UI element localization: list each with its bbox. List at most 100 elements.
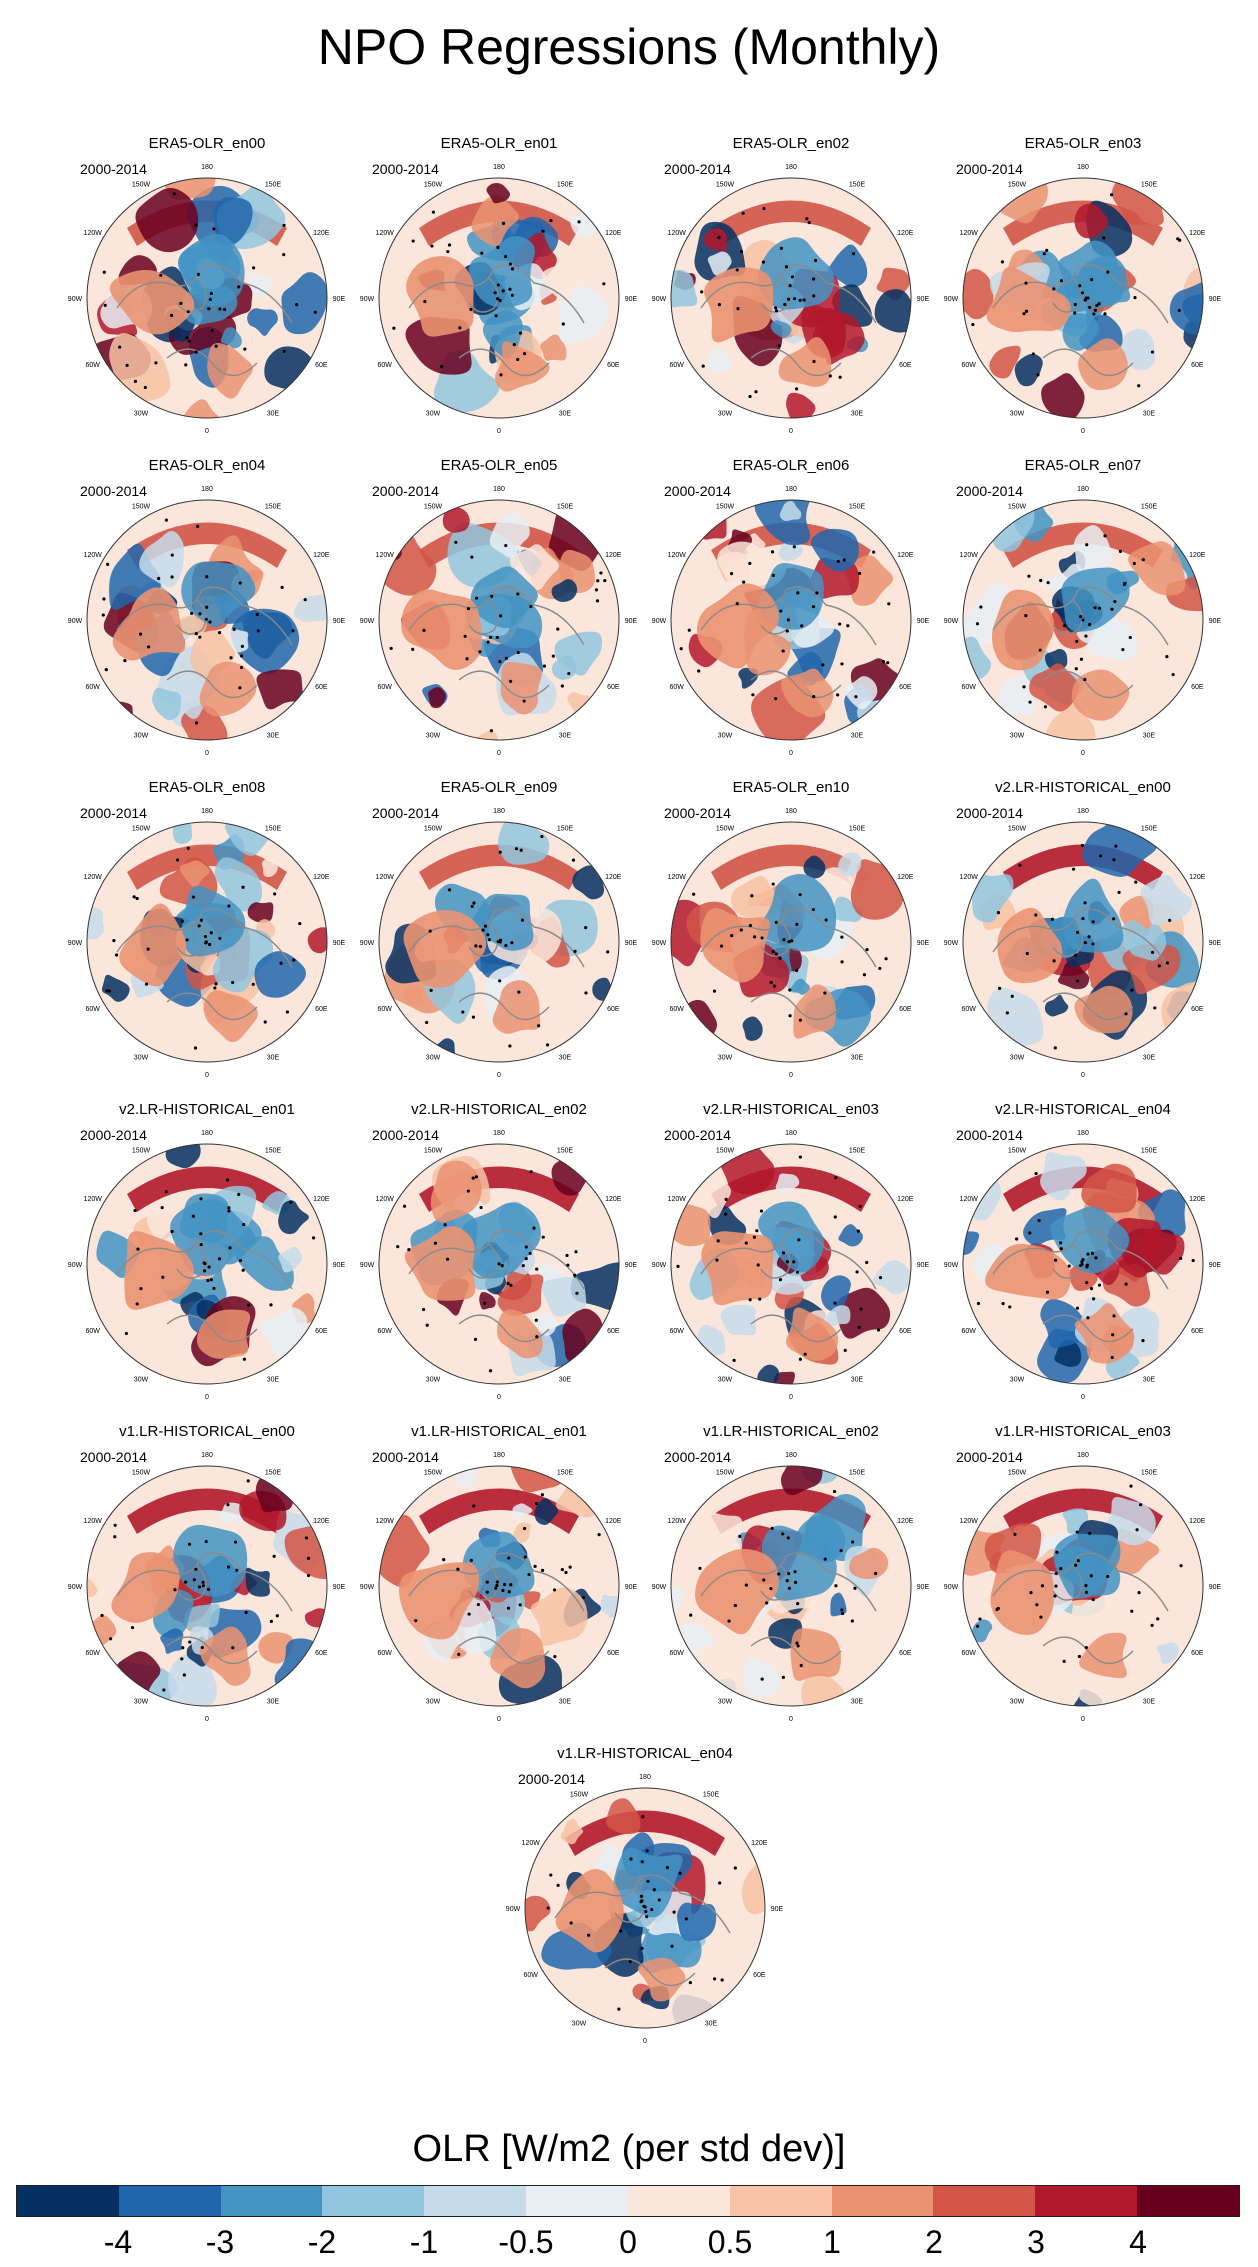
longitude-label: 0 xyxy=(1081,428,1085,435)
significance-dot xyxy=(282,349,286,353)
significance-dot xyxy=(423,299,427,304)
colorbar-ticks: -4 -3 -2 -1 -0.5 0 0.5 1 2 3 4 xyxy=(16,2224,1240,2267)
significance-dot xyxy=(833,1301,837,1305)
significance-dot xyxy=(402,1204,407,1208)
longitude-label: 120E xyxy=(1189,552,1206,559)
significance-dot xyxy=(1121,647,1125,652)
significance-dot xyxy=(495,1580,500,1584)
significance-dot xyxy=(532,1226,536,1230)
significance-dot xyxy=(788,988,792,992)
significance-dot xyxy=(208,620,212,624)
significance-dot xyxy=(735,602,739,606)
significance-dot xyxy=(738,1534,742,1538)
significance-dot xyxy=(231,1646,235,1650)
anomaly-contour xyxy=(638,1957,686,2002)
longitude-label: 30E xyxy=(1143,1054,1156,1061)
longitude-label: 180 xyxy=(785,486,797,493)
anomaly-contour xyxy=(741,1854,765,1915)
significance-dot xyxy=(1022,312,1026,316)
significance-dot xyxy=(194,350,198,354)
significance-dot xyxy=(1111,1333,1115,1337)
longitude-label: 90E xyxy=(917,1262,930,1269)
longitude-label: 90E xyxy=(917,1584,930,1591)
longitude-label: 90W xyxy=(68,1262,83,1269)
significance-dot xyxy=(238,1258,243,1263)
anomaly-contour xyxy=(572,865,605,900)
significance-dot xyxy=(1179,1564,1183,1568)
longitude-label: 150E xyxy=(557,826,574,833)
significance-dot xyxy=(231,980,235,985)
significance-dot xyxy=(584,991,588,995)
anomaly-contour xyxy=(294,594,327,622)
longitude-label: 30W xyxy=(1010,410,1025,417)
significance-dot xyxy=(720,1978,724,1982)
longitude-label: 150E xyxy=(703,1792,720,1799)
significance-dot xyxy=(130,1626,135,1630)
map-panel: ERA5-OLR_en03 2000-2014 180 150E 120E 90E 60E 3… xyxy=(938,135,1228,445)
anomaly-contour xyxy=(1040,1151,1087,1201)
significance-dot xyxy=(1157,964,1161,968)
significance-dot xyxy=(306,1556,311,1560)
longitude-label: 30E xyxy=(559,1054,572,1061)
anomaly-contour xyxy=(704,267,774,343)
significance-dot xyxy=(561,322,565,326)
anomaly-contour xyxy=(109,269,195,335)
longitude-label: 120E xyxy=(897,874,914,881)
significance-dot xyxy=(493,291,497,295)
longitude-label: 60W xyxy=(377,1006,392,1013)
significance-dot xyxy=(730,934,734,938)
coastline xyxy=(992,1230,1169,1343)
significance-dot xyxy=(169,313,174,317)
coastline xyxy=(700,1552,877,1665)
significance-dot xyxy=(1093,606,1097,610)
longitude-label: 60E xyxy=(1191,1650,1204,1657)
anomaly-contour xyxy=(284,1523,327,1579)
anomaly-contour xyxy=(490,1627,546,1689)
colorbar-tick: -2 xyxy=(307,2224,337,2260)
polar-map: 180 150E 120E 90E 60E 30E 0 30W 60W 90W 120W 150W xyxy=(360,486,638,757)
significance-dot xyxy=(733,1603,737,1608)
longitude-label: 150W xyxy=(424,1148,443,1155)
significance-dot xyxy=(506,1281,510,1286)
longitude-label: 120W xyxy=(84,1196,103,1203)
significance-dot xyxy=(199,918,204,922)
anomaly-contour xyxy=(214,857,263,912)
longitude-label: 120E xyxy=(605,1196,622,1203)
significance-dot xyxy=(105,989,109,993)
polar-map: 180 150E 120E 90E 60E 30E 0 30W 60W 90W 120W 150W xyxy=(68,486,346,757)
longitude-label: 90E xyxy=(771,1906,784,1913)
significance-dot xyxy=(458,326,462,330)
significance-dot xyxy=(199,1242,203,1247)
longitude-label: 0 xyxy=(789,1072,793,1079)
significance-dot xyxy=(1024,281,1028,285)
longitude-label: 90E xyxy=(625,1262,638,1269)
significance-dot xyxy=(1052,287,1056,291)
longitude-label: 30E xyxy=(851,1698,864,1705)
anomaly-contour xyxy=(1050,1206,1130,1274)
significance-dot xyxy=(1117,890,1121,894)
map-boundary xyxy=(378,1465,620,1707)
significance-dot xyxy=(821,663,825,667)
significance-dot xyxy=(191,895,196,899)
significance-dot xyxy=(298,922,302,926)
longitude-label: 120E xyxy=(1189,874,1206,881)
panel-period: 2000-2014 xyxy=(80,1449,147,1465)
longitude-label: 90E xyxy=(917,940,930,947)
significance-dot xyxy=(201,1580,205,1584)
anomaly-contour xyxy=(872,1260,911,1295)
panel-title: ERA5-OLR_en01 xyxy=(440,135,558,152)
significance-dot xyxy=(760,936,764,940)
significance-dot xyxy=(1086,1252,1090,1256)
significance-dot xyxy=(279,961,283,965)
longitude-label: 120E xyxy=(313,1196,330,1203)
significance-dot xyxy=(1102,236,1106,240)
significance-dot xyxy=(778,956,782,960)
panel-title: ERA5-OLR_en03 xyxy=(1024,135,1142,152)
significance-dot xyxy=(697,669,701,673)
significance-dot xyxy=(751,693,755,697)
significance-dot xyxy=(198,612,202,616)
significance-dot xyxy=(1008,1305,1012,1309)
significance-dot xyxy=(834,1584,838,1588)
significance-dot xyxy=(727,1619,731,1623)
significance-dot xyxy=(549,1873,553,1877)
